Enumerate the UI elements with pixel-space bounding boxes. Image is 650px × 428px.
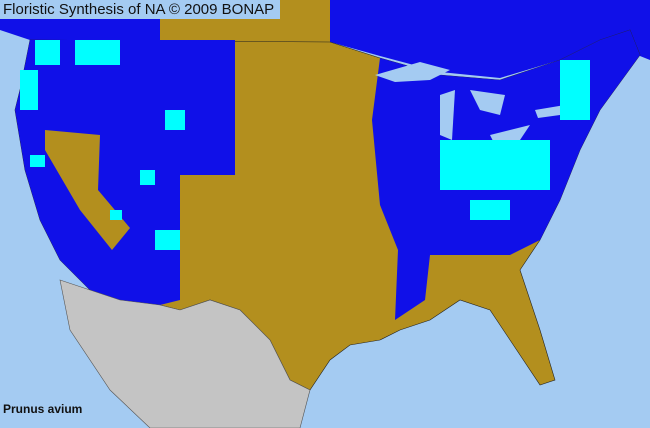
species-name: Prunus avium [3, 402, 83, 416]
mexico [59, 279, 311, 428]
map-title: Floristic Synthesis of NA © 2009 BONAP [0, 0, 281, 19]
nevada-absent [45, 130, 130, 250]
county-presence-patches [20, 40, 590, 250]
